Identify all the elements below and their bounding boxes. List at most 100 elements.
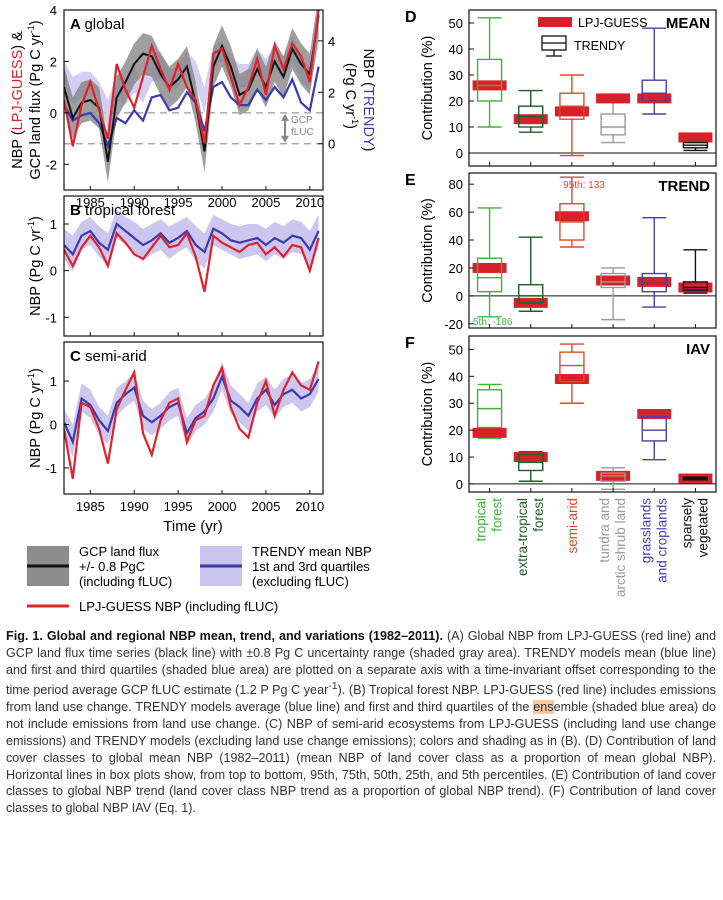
box-2 <box>554 343 589 404</box>
lpj-guess-marker <box>472 262 507 273</box>
category-label-3-1: arctic shrub land <box>613 498 628 597</box>
panel-e-name: TREND <box>658 178 710 195</box>
box-1 <box>513 89 548 133</box>
category-label-5-1: vegetated <box>695 498 710 557</box>
trendy-quartile-band <box>64 210 319 271</box>
lpj-guess-marker <box>554 374 589 385</box>
lpj-guess-marker <box>637 409 672 419</box>
panel-a-right-ylabel-line2: (Pg C yr-1) <box>342 63 360 129</box>
panel-frame <box>63 341 324 495</box>
panel-e: -20 0 20 40 60 80 Contribution (%)E TREND 95th: … <box>405 172 717 332</box>
contribution-ylabel: Contribution (%) <box>420 36 436 141</box>
legend-gcp-label-3: (including fLUC) <box>79 574 172 589</box>
box-4 <box>637 216 672 308</box>
panel-frame <box>63 9 324 191</box>
contribution-ylabel: Contribution (%) <box>420 198 436 303</box>
iqr-box <box>600 472 626 482</box>
x-tick-label: 1985 <box>76 499 105 514</box>
y-tick-label: -1 <box>45 461 57 476</box>
lpj-guess-line <box>64 10 320 147</box>
panel-b-ylabel: NBP (Pg C yr-1) <box>26 216 44 316</box>
panel-d-name: MEAN <box>666 15 710 32</box>
y-tick-label: 1 <box>50 374 57 389</box>
box-4 <box>637 27 672 115</box>
iqr-box <box>641 79 667 102</box>
box-5 <box>678 132 713 152</box>
box-3 <box>596 467 631 491</box>
semi-arid-95th-annotation: 95th: 133 <box>563 180 605 191</box>
panel-a-title: A global <box>70 16 125 33</box>
lpj-guess-marker <box>596 275 631 286</box>
y-tick-label: 40 <box>449 369 463 384</box>
y-tick-label: 20 <box>449 423 463 438</box>
caption-text-1: (A) Global NBP from LPJ-GUESS (red line)… <box>6 629 716 698</box>
trendy-mean-line <box>64 222 320 257</box>
x-tick-label: 1985 <box>76 195 105 210</box>
lpj-guess-marker <box>513 452 548 463</box>
panel-a-right-ylabel: NBP (TRENDY) <box>360 49 376 152</box>
iqr-box <box>476 58 503 102</box>
lpj-guess-marker <box>637 276 672 287</box>
lpj-guess-marker <box>554 211 589 222</box>
iqr-box <box>476 257 503 293</box>
panel-a-ylabel-line2: GCP land flux (Pg C yr-1) <box>26 20 44 179</box>
y-tick-label: 40 <box>449 233 463 248</box>
lpj-guess-marker <box>513 114 548 125</box>
panel-frame <box>468 335 717 493</box>
legend-gcp-label-1: GCP land flux <box>79 544 159 559</box>
x-tick-label: 2000 <box>208 195 237 210</box>
time-xlabel: Time (yr) <box>163 518 222 535</box>
x-tick-label: 1995 <box>164 195 193 210</box>
panel-name: global <box>84 16 124 33</box>
right-y-tick-label: 0 <box>328 137 335 152</box>
y-tick-label: 0 <box>50 264 57 279</box>
panel-e-letter: E <box>405 172 416 189</box>
x-tick-label: 2000 <box>208 499 237 514</box>
panel-c: -1 0 1 1985 1990 1995 2000 2005 2010 C semi-arid <box>45 341 324 514</box>
iqr-box <box>682 281 709 291</box>
time-series-panels: -2 0 2 4 0 2 4 1985 1990 1995 2000 2005 2010 A global… <box>45 3 335 514</box>
y-tick-label: 80 <box>449 177 463 192</box>
category-label-4-1: and croplands <box>654 498 669 583</box>
panel-letter: A <box>70 16 84 33</box>
iqr-box <box>641 415 667 442</box>
contribution-ylabel: Contribution (%) <box>420 362 436 467</box>
y-tick-label: 0 <box>456 289 463 304</box>
lpj-guess-line <box>64 361 320 479</box>
category-label-3-0: tundra and <box>597 498 612 563</box>
iqr-box <box>600 272 626 289</box>
category-label-5-0: sparsely <box>679 498 694 549</box>
panel-a-plot-area <box>64 10 323 183</box>
lpj-guess-marker <box>637 93 672 104</box>
lpj-guess-marker <box>596 93 631 104</box>
box-2 <box>554 74 589 157</box>
panel-frame <box>468 172 717 329</box>
y-tick-label: -20 <box>444 317 463 332</box>
gcp-land-flux-line <box>64 14 320 162</box>
panel-c-ylabel: NBP (Pg C yr-1) <box>26 368 44 468</box>
legend-trendy-label-3: (excluding fLUC) <box>252 574 349 589</box>
y-tick-label: 30 <box>449 68 463 83</box>
panel-c-plot-area <box>64 361 320 479</box>
panel-f-name: IAV <box>686 341 710 358</box>
panel-a-ylabel: NBP (LPJ-GUESS) & <box>10 31 26 169</box>
box-3 <box>596 93 631 144</box>
panel-name: semi-arid <box>85 348 147 365</box>
panel-d: 0 10 20 30 40 50 Contribution (%)D MEAN LPJ-GUES… <box>405 9 717 167</box>
box-2 <box>554 176 589 248</box>
caption-text-3: emble (shaded blue area) do not include … <box>6 700 716 816</box>
legend-trendy-label-2: 1st and 3rd quartiles <box>252 559 370 574</box>
y-tick-label: 0 <box>50 418 57 433</box>
box-5 <box>678 473 713 484</box>
y-tick-label: 40 <box>449 42 463 57</box>
y-tick-label: 0 <box>456 146 463 161</box>
category-label-1-0: extra-tropical <box>515 498 530 576</box>
x-tick-label: 1990 <box>120 499 149 514</box>
panel-name: tropical forest <box>85 202 176 219</box>
panel-frame <box>468 9 717 167</box>
y-tick-label: 0 <box>50 106 57 121</box>
legend-lpj-swatch <box>538 17 572 27</box>
